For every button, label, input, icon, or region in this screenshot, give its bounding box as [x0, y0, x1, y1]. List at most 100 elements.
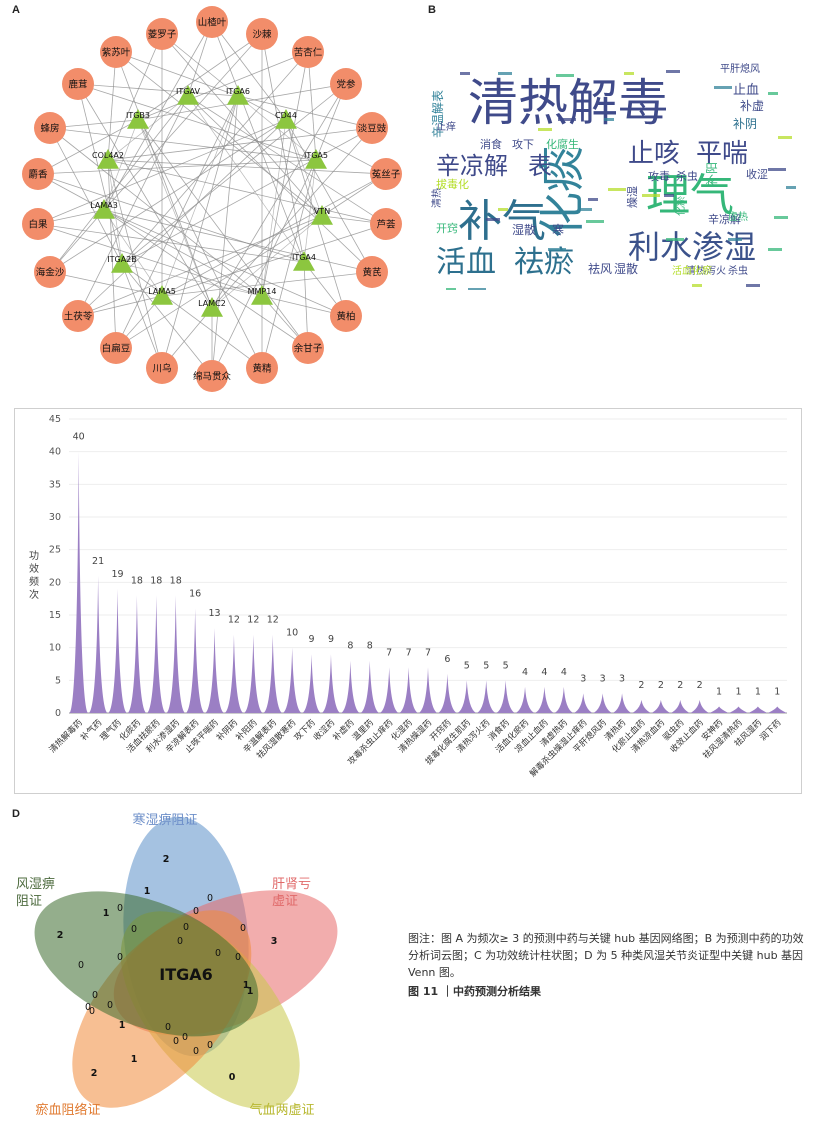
venn-count: 0 [78, 960, 84, 971]
bar [418, 667, 438, 713]
chart-bars [69, 451, 787, 713]
herb-label: 黄柏 [336, 311, 355, 323]
bar [690, 699, 709, 713]
herb-label: 菱罗子 [148, 29, 177, 41]
herb-label: 紫苏叶 [102, 47, 131, 59]
cloud-word: 辛温解表 [431, 90, 445, 138]
y-axis-label-char: 次 [29, 588, 39, 601]
gene-label: LAMC2 [198, 299, 226, 308]
network-edge [103, 119, 139, 211]
herb-node [196, 6, 228, 38]
gene-label: LAMA3 [90, 201, 118, 210]
herb-label: 黄精 [252, 363, 272, 375]
venn-count: 2 [57, 930, 64, 941]
herb-label: 绵马贯众 [193, 371, 232, 383]
network-edge [137, 119, 263, 369]
gene-node [305, 149, 327, 169]
data-label: 40 [73, 432, 85, 443]
network-edge [107, 51, 117, 161]
panel-label-d: D [12, 808, 20, 820]
network-edge [137, 119, 309, 349]
cloud-word: 止痒 [436, 120, 456, 133]
network-edge [49, 127, 123, 265]
bar [767, 706, 787, 713]
bar [205, 628, 224, 713]
bar [360, 660, 380, 713]
cloud-word-minor [558, 118, 576, 121]
venn-count: 0 [235, 952, 241, 963]
cloud-word-minor [498, 208, 508, 211]
data-label: 18 [131, 575, 143, 586]
venn-count: 0 [193, 1046, 199, 1057]
bar [127, 595, 147, 713]
bar [438, 673, 457, 713]
herb-node [62, 68, 94, 100]
network-edge [37, 173, 263, 297]
network-edge [121, 51, 309, 265]
herb-node [34, 256, 66, 288]
bar [612, 693, 632, 713]
herb-node [62, 300, 94, 332]
bar [573, 693, 593, 713]
network-edge [121, 263, 263, 297]
data-label: 2 [658, 680, 664, 691]
network-edge [261, 119, 287, 297]
gene-node [293, 251, 315, 271]
network-edge [121, 263, 213, 377]
cloud-word: 平喘 [696, 139, 748, 169]
herb-label: 土茯苓 [64, 311, 93, 323]
venn-count: 0 [131, 924, 137, 935]
bar [535, 686, 554, 713]
y-tick-label: 20 [49, 577, 61, 588]
gene-node [275, 109, 297, 129]
cloud-word: 燥湿 [626, 186, 639, 208]
bar [321, 654, 341, 713]
gene-label: VTN [314, 207, 330, 216]
cloud-word-minor [642, 194, 660, 197]
venn-set-label: 肝肾亏虚证 [272, 877, 311, 909]
data-label: 18 [170, 575, 182, 586]
panel-label-a: A [12, 4, 20, 16]
data-label: 7 [406, 647, 412, 658]
network-edge [77, 83, 123, 265]
venn-count: 0 [207, 893, 213, 904]
data-label: 7 [425, 647, 431, 658]
herb-label: 鹿茸 [68, 79, 87, 91]
data-label: 1 [735, 686, 741, 697]
network-edge [137, 51, 309, 121]
cloud-word: 杀虫 [676, 169, 698, 183]
data-label: 2 [697, 680, 703, 691]
network-edge [115, 95, 239, 349]
venn-count: 2 [163, 854, 170, 865]
herb-node [356, 112, 388, 144]
data-label: 5 [503, 660, 509, 671]
cloud-word: 辛凉解 [708, 212, 741, 226]
venn-set-label: 风湿痹阻证 [16, 876, 55, 909]
network-edge [77, 119, 287, 317]
data-label: 12 [247, 615, 259, 626]
bar [88, 575, 108, 713]
herb-label: 川乌 [152, 363, 171, 375]
data-label: 19 [111, 569, 123, 580]
herb-node [330, 300, 362, 332]
gene-label: CD44 [275, 111, 297, 120]
network-edge [77, 83, 317, 161]
venn-count: 2 [91, 1068, 98, 1079]
herb-label: 黄芪 [362, 267, 382, 279]
venn-count: 0 [173, 1036, 179, 1047]
cloud-word: 活血 [436, 245, 496, 280]
bar [282, 647, 302, 713]
data-label: 2 [677, 680, 683, 691]
cloud-word: 化瘀 [674, 196, 687, 216]
herb-label: 苦杏仁 [294, 47, 323, 59]
network-edges [37, 21, 387, 377]
bar [709, 706, 729, 713]
data-label: 12 [228, 615, 240, 626]
data-label: 16 [189, 588, 201, 599]
data-label: 18 [150, 575, 162, 586]
network-edge [161, 223, 387, 297]
network-edge [121, 263, 263, 369]
gene-label: ITGA4 [292, 253, 316, 262]
bar [670, 699, 690, 713]
